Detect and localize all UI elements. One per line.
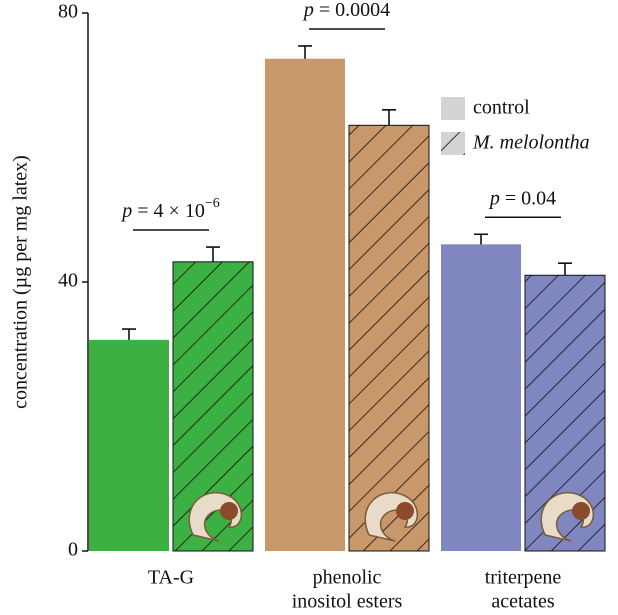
bar bbox=[89, 339, 169, 551]
error-bar bbox=[382, 109, 396, 126]
p-value: p = 0.04 bbox=[488, 187, 556, 209]
p-variable: p bbox=[488, 187, 500, 209]
legend-swatch bbox=[441, 97, 465, 120]
x-tick-label: acetates bbox=[491, 591, 554, 613]
bar bbox=[441, 244, 521, 551]
error-bar bbox=[474, 233, 488, 245]
p-value: p = 0.0004 bbox=[302, 0, 390, 21]
y-axis-label: concentration (µg per mg latex) bbox=[10, 155, 32, 409]
grub-head bbox=[396, 502, 414, 520]
bar bbox=[348, 124, 430, 552]
error-bar bbox=[122, 328, 136, 340]
error-bar bbox=[298, 45, 312, 59]
x-tick-label: inositol esters bbox=[292, 591, 403, 613]
y-tick-label: 80 bbox=[58, 1, 78, 23]
x-tick-label: phenolic bbox=[313, 567, 382, 589]
p-variable: p bbox=[302, 0, 314, 21]
p-exponent: −6 bbox=[205, 196, 220, 211]
legend-label: M. melolontha bbox=[472, 132, 590, 154]
p-text: = 0.04 bbox=[500, 187, 556, 209]
grub-head bbox=[572, 502, 590, 520]
legend-label: control bbox=[473, 97, 530, 119]
error-bar bbox=[206, 246, 220, 262]
legend-swatch bbox=[441, 132, 465, 155]
error-bar bbox=[558, 262, 572, 276]
p-variable: p bbox=[120, 200, 132, 222]
grub-head bbox=[220, 502, 238, 520]
x-tick-label: triterpene bbox=[485, 567, 562, 589]
y-tick-label: 0 bbox=[68, 539, 78, 561]
x-tick-label: TA-G bbox=[148, 567, 194, 589]
y-tick-label: 40 bbox=[58, 270, 78, 292]
p-text: = 0.0004 bbox=[314, 0, 390, 21]
p-text: = 4 × 10 bbox=[132, 200, 205, 222]
p-value: p = 4 × 10−6 bbox=[120, 196, 219, 221]
bar bbox=[265, 58, 345, 551]
